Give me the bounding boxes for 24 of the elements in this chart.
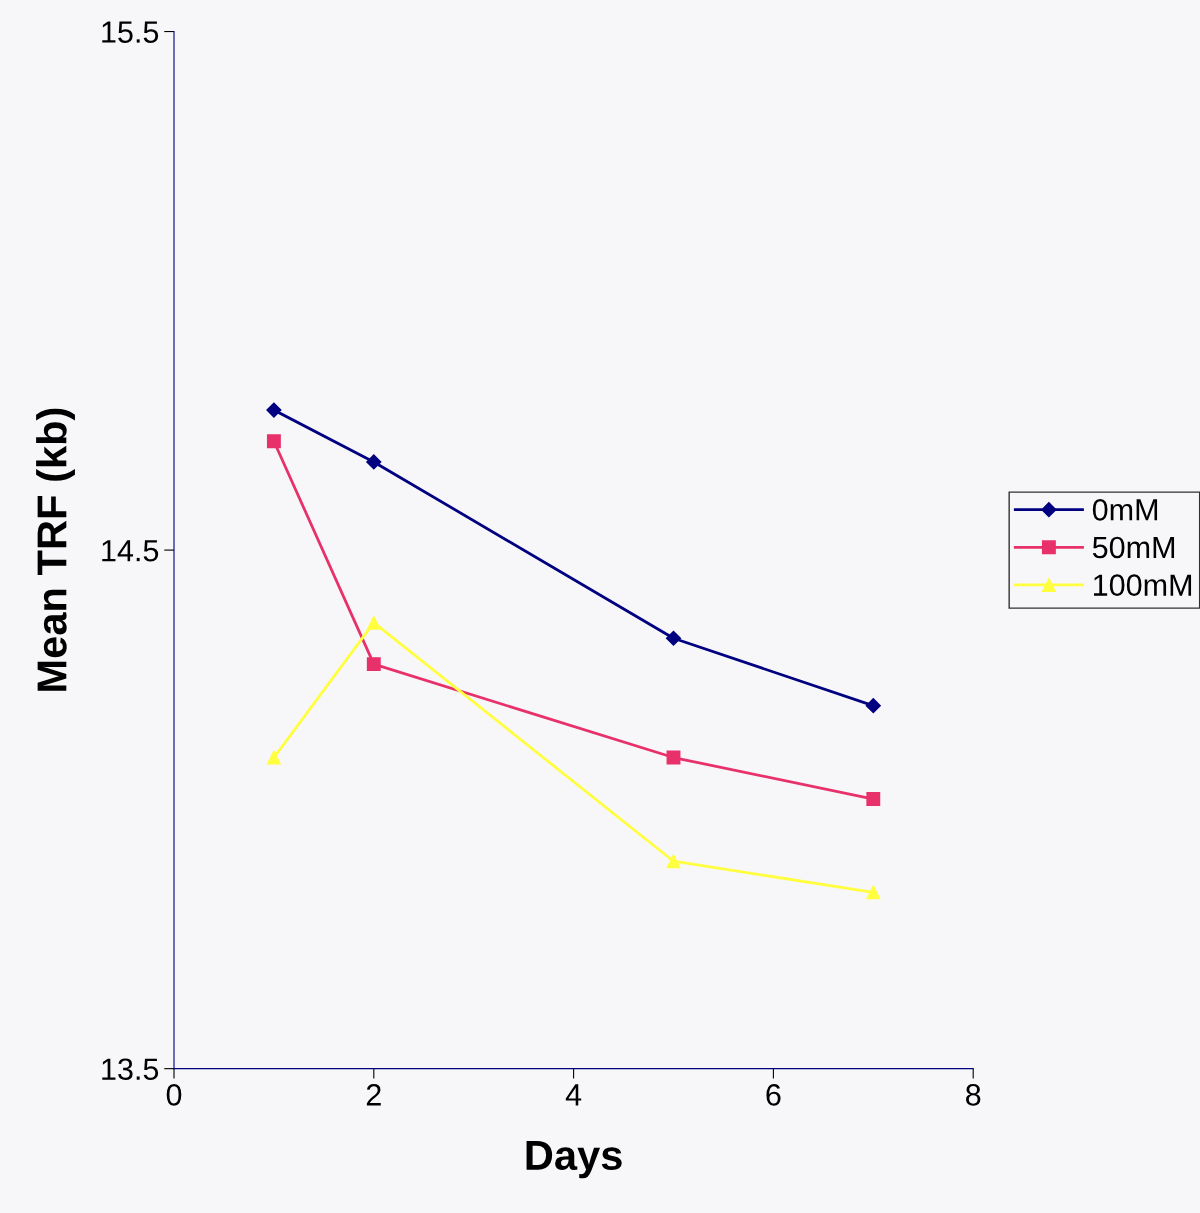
x-axis-title: Days bbox=[526, 1141, 622, 1179]
point bbox=[366, 454, 382, 470]
x-tick-label: 6 bbox=[766, 1084, 781, 1106]
y-tick-label: 13.5 bbox=[102, 1058, 159, 1081]
point bbox=[266, 402, 282, 418]
point bbox=[665, 630, 682, 646]
point bbox=[366, 657, 381, 672]
legend-label: 50mM bbox=[1092, 536, 1175, 559]
x-tick-label: 8 bbox=[966, 1084, 981, 1106]
point bbox=[865, 698, 881, 714]
point bbox=[866, 792, 881, 806]
legend-label: 100mM bbox=[1093, 574, 1192, 596]
x-tick-label: 2 bbox=[366, 1084, 381, 1106]
point bbox=[266, 750, 281, 765]
point bbox=[666, 854, 681, 869]
x-tick-label: 4 bbox=[565, 1084, 582, 1106]
y-tick-label: 14.5 bbox=[102, 540, 159, 562]
legend-label: 0mM bbox=[1092, 499, 1158, 521]
point bbox=[266, 434, 281, 449]
point bbox=[366, 615, 381, 630]
x-tick-label: 0 bbox=[166, 1084, 182, 1106]
y-axis-title: Mean TRF (kb) bbox=[36, 408, 75, 691]
point bbox=[866, 885, 881, 900]
y-tick-label: 15.5 bbox=[102, 21, 159, 43]
